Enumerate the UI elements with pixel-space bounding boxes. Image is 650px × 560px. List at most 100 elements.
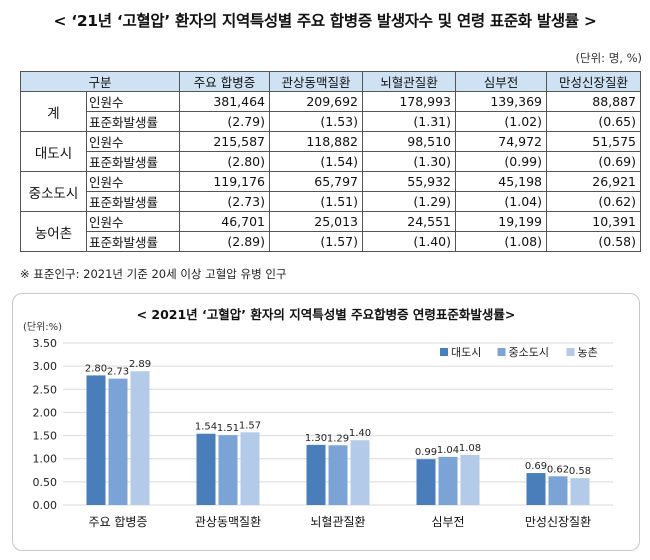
x-category-label: 뇌혈관질환 <box>310 515 365 529</box>
data-label: 0.62 <box>547 464 569 475</box>
count-cell: 45,198 <box>455 171 548 192</box>
y-tick-label: 0.00 <box>33 499 58 512</box>
table-row: 계 인원수 381,464 209,692 178,993 139,369 88… <box>20 91 642 132</box>
count-cell: 26,921 <box>546 171 642 192</box>
count-cell: 178,993 <box>362 91 457 112</box>
column-header: 주요 합병증 <box>179 71 271 92</box>
data-label: 1.04 <box>437 445 459 456</box>
count-cell: 209,692 <box>269 91 364 112</box>
table-row: 표준화발생률 (2.80) (1.54) (1.30) (0.99) (0.69… <box>21 151 642 172</box>
data-label: 1.40 <box>349 428 371 439</box>
bar-농촌 <box>570 478 590 505</box>
group-header: 구분 <box>19 71 181 92</box>
rate-cell: (1.31) <box>362 111 457 132</box>
bar-대도시 <box>196 433 216 505</box>
metric-label: 표준화발생률 <box>85 111 181 132</box>
data-label: 1.54 <box>195 422 217 433</box>
rate-cell: (1.04) <box>455 191 548 212</box>
y-tick-label: 3.50 <box>33 337 58 350</box>
metric-label: 인원수 <box>85 131 181 152</box>
count-cell: 51,575 <box>546 131 642 152</box>
metric-label: 표준화발생률 <box>85 231 181 252</box>
region-cell: 농어촌 <box>20 211 87 252</box>
rate-cell: (1.02) <box>455 111 548 132</box>
footnote: ※ 표준인구: 2021년 기준 20세 이상 고혈압 유병 인구 <box>20 267 287 281</box>
data-label: 0.58 <box>569 466 591 477</box>
column-header: 만성신장질환 <box>546 71 642 92</box>
rate-cell: (0.69) <box>546 151 642 172</box>
count-cell: 10,391 <box>546 211 642 232</box>
table-row: 중소도시 인원수 119,176 65,797 55,932 45,198 26… <box>20 171 642 212</box>
stats-table: 구분 주요 합병증 관상동맥질환 뇌혈관질환 심부전 만성신장질환 계 인원수 … <box>19 71 642 252</box>
count-cell: 25,013 <box>269 211 364 232</box>
count-cell: 65,797 <box>269 171 364 192</box>
bar-중소도시 <box>548 476 568 505</box>
bar-중소도시 <box>108 378 128 505</box>
table-header-row: 구분 주요 합병증 관상동맥질환 뇌혈관질환 심부전 만성신장질환 <box>19 71 642 92</box>
column-header: 심부전 <box>455 71 548 92</box>
y-tick-label: 1.50 <box>33 430 58 443</box>
data-label: 0.69 <box>525 461 547 472</box>
x-category-label: 관상동맥질환 <box>195 515 261 529</box>
table-row: 대도시 인원수 215,587 118,882 98,510 74,972 51… <box>20 131 642 172</box>
legend-swatch <box>440 348 448 356</box>
data-label: 2.73 <box>107 367 129 378</box>
metric-label: 인원수 <box>85 91 181 112</box>
table-row: 표준화발생률 (2.79) (1.53) (1.31) (1.02) (0.65… <box>21 111 642 132</box>
rate-cell: (1.57) <box>269 231 364 252</box>
y-tick-label: 2.50 <box>33 383 58 396</box>
data-label: 0.99 <box>415 447 437 458</box>
bar-대도시 <box>306 444 326 505</box>
y-tick-label: 1.00 <box>33 453 58 466</box>
bar-chart: < 2021년 ‘고혈압’ 환자의 지역특성별 주요합병증 연령표준화발생률> (… <box>23 307 613 529</box>
count-cell: 215,587 <box>179 131 271 152</box>
count-cell: 46,701 <box>179 211 271 232</box>
data-label: 2.80 <box>85 363 107 374</box>
count-cell: 381,464 <box>179 91 271 112</box>
table-row: 농어촌 인원수 46,701 25,013 24,551 19,199 10,3… <box>20 211 642 252</box>
region-cell: 대도시 <box>20 131 87 172</box>
count-cell: 139,369 <box>455 91 548 112</box>
page-title: < ‘21년 ‘고혈압’ 환자의 지역특성별 주요 합병증 발생자수 및 연령 … <box>53 12 597 30</box>
count-cell: 55,932 <box>362 171 457 192</box>
data-label: 1.51 <box>217 423 239 434</box>
count-cell: 74,972 <box>455 131 548 152</box>
bar-대도시 <box>416 459 436 505</box>
chart-panel: < 2021년 ‘고혈압’ 환자의 지역특성별 주요합병증 연령표준화발생률> (… <box>12 293 640 551</box>
rate-cell: (0.65) <box>546 111 642 132</box>
legend-label: 농촌 <box>578 346 598 359</box>
rate-cell: (1.54) <box>269 151 364 172</box>
rate-cell: (1.30) <box>362 151 457 172</box>
count-cell: 88,887 <box>546 91 642 112</box>
data-label: 2.89 <box>129 359 151 370</box>
table-row: 표준화발생률 (2.89) (1.57) (1.40) (1.08) (0.58… <box>21 231 642 252</box>
chart-title: < 2021년 ‘고혈압’ 환자의 지역특성별 주요합병증 연령표준화발생률> <box>137 307 516 322</box>
bar-대도시 <box>86 375 106 505</box>
metric-label: 인원수 <box>85 171 181 192</box>
rate-cell: (1.53) <box>269 111 364 132</box>
x-category-label: 주요 합병증 <box>88 515 147 529</box>
y-tick-label: 3.00 <box>33 360 58 373</box>
y-axis-unit-label: (단위:%) <box>23 320 62 333</box>
rate-cell: (1.51) <box>269 191 364 212</box>
count-cell: 118,882 <box>269 131 364 152</box>
rate-cell: (2.73) <box>179 191 271 212</box>
count-cell: 119,176 <box>179 171 271 192</box>
rate-cell: (1.29) <box>362 191 457 212</box>
rate-cell: (0.58) <box>546 231 642 252</box>
bar-농촌 <box>130 371 150 505</box>
count-cell: 98,510 <box>362 131 457 152</box>
rate-cell: (0.99) <box>455 151 548 172</box>
x-category-label: 만성신장질환 <box>525 515 591 529</box>
data-label: 1.57 <box>239 420 261 431</box>
legend-swatch <box>566 348 575 356</box>
rate-cell: (1.40) <box>362 231 457 252</box>
rate-cell: (2.80) <box>179 151 271 172</box>
count-cell: 19,199 <box>455 211 548 232</box>
column-header: 관상동맥질환 <box>269 71 364 92</box>
x-category-label: 심부전 <box>431 515 464 529</box>
metric-label: 인원수 <box>85 211 181 232</box>
rate-cell: (2.89) <box>179 231 271 252</box>
bar-중소도시 <box>218 435 238 505</box>
unit-label: (단위: 명, %) <box>575 51 642 65</box>
